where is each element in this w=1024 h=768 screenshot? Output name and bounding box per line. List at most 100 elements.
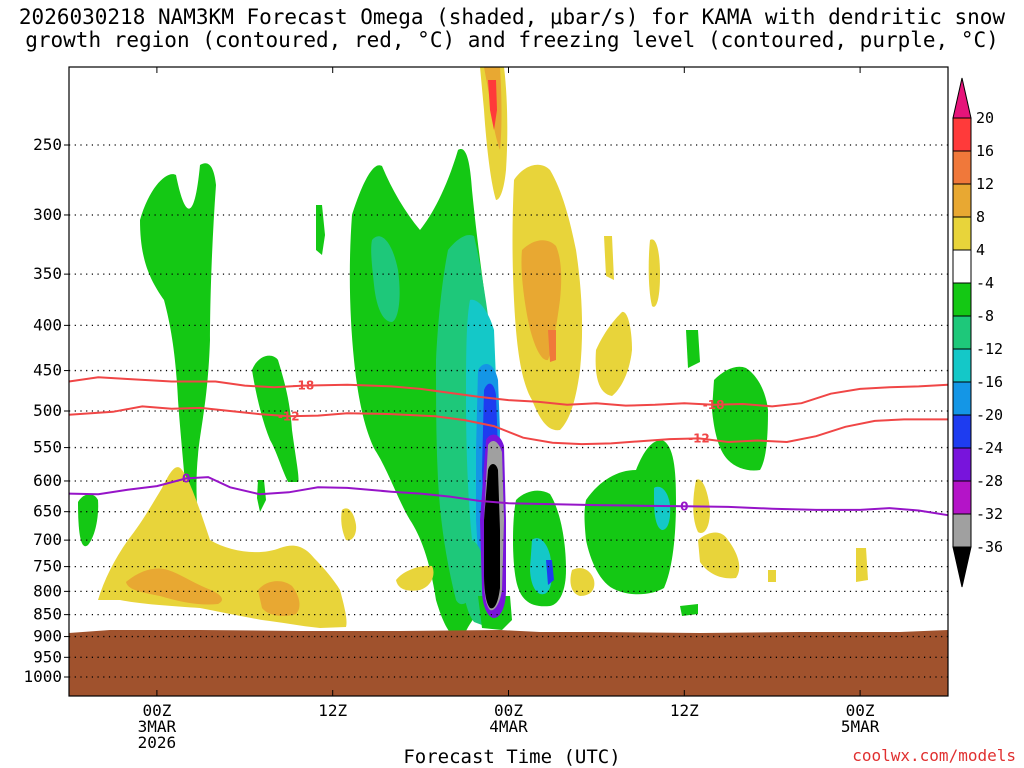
- omega-region-core-black: [484, 464, 500, 609]
- omega-region-upward-right1: [584, 440, 676, 595]
- y-tick-label: 600: [33, 471, 62, 490]
- omega-region-upward-small: [316, 205, 325, 255]
- y-tick-label: 350: [33, 264, 62, 283]
- y-tick-label: 950: [33, 647, 62, 666]
- chart-title-line-1: 2026030218 NAM3KM Forecast Omega (shaded…: [18, 5, 1006, 29]
- colorbar-box: [952, 249, 972, 284]
- colorbar-box: [952, 381, 972, 416]
- y-tick-label: 850: [33, 605, 62, 624]
- contour-label: -12: [688, 431, 710, 445]
- colorbar-label: 8: [976, 208, 985, 226]
- colorbar-box: [952, 150, 972, 185]
- x-tick-label: 00Z: [142, 701, 171, 720]
- colorbar-label: -24: [976, 439, 1003, 457]
- contour-label: -18: [293, 379, 315, 393]
- x-tick-label: 12Z: [670, 701, 699, 720]
- omega-region-downward-right2: [604, 236, 614, 280]
- y-tick-label: 900: [33, 627, 62, 646]
- omega-region-downward-right3: [648, 239, 660, 307]
- omega-region-downward-right6: [768, 570, 776, 582]
- y-tick-label: 250: [33, 135, 62, 154]
- colorbar-label: 16: [976, 142, 994, 160]
- colorbar-box: [952, 183, 972, 218]
- x-tick-label: 5MAR: [841, 717, 880, 736]
- y-tick-label: 1000: [23, 667, 62, 686]
- colorbar-box: [952, 216, 972, 251]
- omega-region-downward-right5: [698, 532, 740, 579]
- colorbar-box: [952, 414, 972, 449]
- y-axis: 250 300 350 400 450 500 550 600 650 700 750 800 850 9…: [23, 135, 69, 686]
- omega-region-downward-top-red: [488, 80, 497, 130]
- colorbar-top-arrow: [952, 77, 972, 119]
- omega-region-upward-right3: [686, 330, 700, 368]
- x-tick-label: 12Z: [318, 701, 347, 720]
- y-tick-label: 650: [33, 502, 62, 521]
- contour-label: 0: [182, 471, 190, 485]
- ground-surface: [69, 630, 948, 696]
- omega-region-upward-left3: [257, 480, 266, 512]
- omega-region-downward-right7: [856, 548, 868, 582]
- omega-region-upward-right4: [680, 604, 698, 616]
- colorbar-label: 12: [976, 175, 994, 193]
- colorbar-box: [952, 447, 972, 482]
- omega-region-downward-low: [98, 467, 347, 628]
- y-tick-label: 800: [33, 581, 62, 600]
- colorbar-bottom-arrow: [952, 546, 972, 588]
- omega-region-downward-low2: [341, 508, 357, 541]
- colorbar-label: -16: [976, 373, 1003, 391]
- chart-title: 2026030218 NAM3KM Forecast Omega (shaded…: [0, 6, 1024, 52]
- colorbar-label: -8: [976, 307, 994, 325]
- colorbar-box: [952, 348, 972, 383]
- colorbar-label: -36: [976, 538, 1003, 556]
- contour-label: 0: [680, 499, 688, 513]
- y-tick-label: 700: [33, 530, 62, 549]
- colorbar-label: 4: [976, 241, 985, 259]
- colorbar: 20 16 12 8 4 -4 -8 -12 -16 -20 -24 -28 -32 -36: [952, 77, 1003, 588]
- pressure-gridlines: [69, 144, 948, 678]
- x-tick-label: 00Z: [846, 701, 875, 720]
- temperature-contours: -18 -18 -12 -12 0 0: [68, 376, 949, 517]
- y-tick-label: 750: [33, 557, 62, 576]
- colorbar-label: -12: [976, 340, 1003, 358]
- omega-region-upward-mid-cyan: [530, 538, 552, 595]
- colorbar-box: [952, 117, 972, 152]
- y-tick-label: 500: [33, 401, 62, 420]
- x-tick-label: 00Z: [494, 701, 523, 720]
- omega-region-upward-left4: [78, 494, 99, 547]
- omega-region-upward-right1-cyan: [654, 486, 671, 530]
- chart-title-line-2: growth region (contoured, red, °C) and f…: [25, 28, 999, 52]
- y-tick-label: 450: [33, 361, 62, 380]
- omega-shading: [78, 67, 868, 641]
- omega-region-downward-right1: [595, 311, 632, 396]
- colorbar-box: [952, 480, 972, 515]
- y-tick-label: 550: [33, 438, 62, 457]
- colorbar-label: -32: [976, 505, 1003, 523]
- omega-region-downward-low3: [396, 565, 434, 591]
- contour-line--18: [68, 376, 949, 408]
- y-tick-label: 300: [33, 205, 62, 224]
- x-tick-label: 2026: [138, 733, 177, 752]
- colorbar-label: -4: [976, 274, 994, 292]
- colorbar-label: 20: [976, 109, 994, 127]
- x-tick-label: 4MAR: [489, 717, 528, 736]
- x-tick-label: 3MAR: [138, 717, 177, 736]
- contour-line--12: [68, 405, 948, 446]
- omega-region-upward-cyan: [371, 236, 400, 322]
- x-axis-title: Forecast Time (UTC): [403, 746, 621, 768]
- omega-region-downward-right8: [570, 568, 595, 596]
- omega-region-upward-left: [140, 163, 216, 520]
- omega-region-downward-low-orange2: [258, 581, 300, 616]
- contour-label: -12: [278, 409, 300, 423]
- omega-region-upward-right2: [712, 366, 768, 471]
- colorbar-box: [952, 513, 972, 548]
- colorbar-label: -20: [976, 406, 1003, 424]
- omega-region-downward-low-orange: [126, 568, 222, 605]
- omega-region-downward-upper-orange2: [548, 330, 556, 362]
- credit-text: coolwx.com/models: [852, 746, 1016, 765]
- y-tick-label: 400: [33, 315, 62, 334]
- colorbar-box: [952, 315, 972, 350]
- contour-label: -18: [703, 398, 725, 412]
- contour-line-0: [68, 476, 949, 517]
